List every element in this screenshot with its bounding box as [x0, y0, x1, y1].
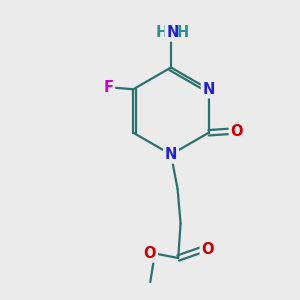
- Text: O: O: [201, 242, 214, 257]
- Text: O: O: [144, 246, 156, 261]
- Text: H: H: [156, 25, 168, 40]
- Text: O: O: [230, 124, 243, 139]
- Text: F: F: [103, 80, 113, 95]
- Text: N: N: [166, 25, 179, 40]
- Text: N: N: [202, 82, 215, 97]
- Text: N: N: [165, 147, 177, 162]
- Text: H: H: [177, 25, 189, 40]
